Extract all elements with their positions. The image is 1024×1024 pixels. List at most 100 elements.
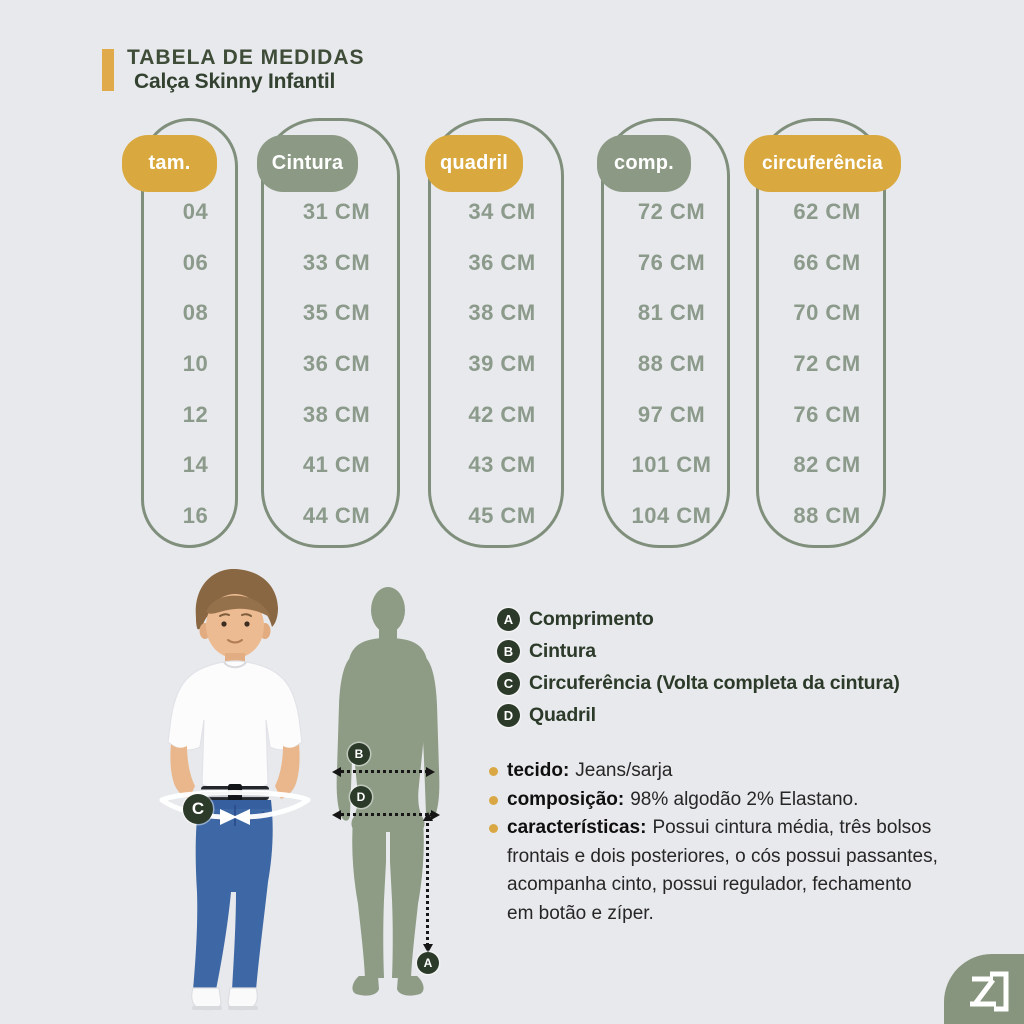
detail-text-wrap: características: Possui cintura média, tr… (507, 814, 941, 928)
column-header-quadril: quadril (425, 135, 523, 192)
marker-badge-a: A (417, 952, 439, 974)
size-value: 04 (182, 199, 209, 224)
size-value: 06 (182, 249, 209, 275)
detail-text: Jeans/sarja (575, 760, 673, 781)
size-value: 08 (182, 300, 209, 326)
column-values: 31 CM 33 CM 35 CM 36 CM 38 CM 41 CM 44 C… (264, 199, 397, 529)
legend-key-badge: A (497, 607, 520, 631)
legend-label: Comprimento (529, 607, 654, 630)
size-value: 72 CM (793, 350, 861, 376)
legend-key-badge: B (497, 639, 520, 663)
column-values: 34 CM 36 CM 38 CM 39 CM 42 CM 43 CM 45 C… (431, 199, 561, 529)
size-value: 38 CM (302, 401, 371, 427)
size-value: 41 CM (302, 452, 371, 478)
measure-line-waist (336, 770, 428, 773)
bullet-icon (489, 767, 498, 776)
page-title: TABELA DE MEDIDAS (127, 46, 365, 69)
size-value: 16 (182, 502, 209, 528)
brand-logo (944, 954, 1024, 1024)
size-value: 97 CM (637, 401, 706, 427)
legend-item-cintura: B Cintura (497, 639, 900, 663)
column-header-comprimento: comp. (597, 135, 691, 192)
size-value: 38 CM (468, 300, 536, 326)
size-column-circunferencia: circuferência 62 CM 66 CM 70 CM 72 CM 76… (744, 118, 901, 548)
size-value: 36 CM (468, 249, 536, 275)
legend: A Comprimento B Cintura C Circuferência … (497, 607, 900, 735)
size-value: 44 CM (302, 502, 371, 528)
legend-label: Circuferência (Volta completa da cintura… (529, 671, 900, 694)
bullet-icon (489, 824, 498, 833)
column-header-tam: tam. (122, 135, 217, 192)
detail-text-wrap: tecido: Jeans/sarja (507, 757, 672, 786)
size-value: 35 CM (302, 300, 371, 326)
column-values: 62 CM 66 CM 70 CM 72 CM 76 CM 82 CM 88 C… (759, 199, 883, 529)
detail-label: composição: (507, 788, 625, 810)
legend-item-comprimento: A Comprimento (497, 607, 900, 631)
arrowhead-icon (332, 766, 341, 777)
column-header-circunferencia: circuferência (744, 135, 901, 192)
measure-line-hip (336, 813, 433, 816)
size-value: 76 CM (793, 401, 861, 427)
body-silhouette-diagram: B D A (322, 580, 454, 1004)
detail-text: Possui cintura média, três bolsos fronta… (507, 817, 938, 924)
legend-label: Cintura (529, 639, 596, 662)
boy-photo: C (136, 558, 334, 1024)
size-value: 101 CM (631, 452, 712, 478)
size-value: 10 (182, 350, 209, 376)
size-value: 72 CM (637, 199, 706, 224)
size-value: 76 CM (637, 249, 706, 275)
size-value: 42 CM (468, 401, 536, 427)
body-silhouette (336, 587, 440, 996)
measure-line-length (426, 818, 429, 946)
size-value: 45 CM (468, 502, 536, 528)
size-value: 88 CM (793, 502, 861, 528)
size-value: 39 CM (468, 350, 536, 376)
size-value: 31 CM (302, 199, 371, 224)
page-subtitle: Calça Skinny Infantil (134, 70, 336, 93)
size-value: 104 CM (631, 502, 712, 528)
detail-item-tecido: tecido: Jeans/sarja (489, 757, 941, 786)
size-value: 66 CM (793, 249, 861, 275)
size-value: 43 CM (468, 452, 536, 478)
legend-key-badge: C (497, 671, 520, 695)
size-value: 33 CM (302, 249, 371, 275)
detail-item-caracteristicas: características: Possui cintura média, tr… (489, 814, 941, 928)
size-value: 70 CM (793, 300, 861, 326)
circumference-arrow (159, 790, 311, 825)
size-value: 81 CM (637, 300, 706, 326)
brand-logo-z-icon (970, 971, 1009, 1012)
marker-badge-c: C (183, 794, 213, 824)
size-value: 36 CM (302, 350, 371, 376)
arrowhead-icon (422, 944, 433, 953)
size-value: 12 (182, 401, 209, 427)
arrowhead-icon (426, 766, 435, 777)
boy-illustration (159, 568, 311, 1011)
detail-text: 98% algodão 2% Elastano. (630, 788, 859, 810)
title-accent-bar (102, 49, 114, 91)
legend-key-badge: D (497, 703, 520, 727)
arrowhead-icon (422, 812, 433, 821)
legend-item-circunferencia: C Circuferência (Volta completa da cintu… (497, 671, 900, 695)
arrowhead-icon (332, 809, 341, 820)
size-value: 82 CM (793, 452, 861, 478)
column-values: 72 CM 76 CM 81 CM 88 CM 97 CM 101 CM 104… (604, 199, 727, 529)
legend-label: Quadril (529, 703, 596, 726)
size-value: 62 CM (793, 199, 861, 224)
size-column-tam: tam. 04 06 08 10 12 14 16 (122, 118, 238, 548)
column-header-cintura: Cintura (257, 135, 358, 192)
detail-item-composicao: composição: 98% algodão 2% Elastano. (489, 786, 941, 815)
marker-badge-b: B (348, 743, 370, 765)
size-value: 14 (182, 452, 209, 478)
size-column-quadril: quadril 34 CM 36 CM 38 CM 39 CM 42 CM 43… (425, 118, 564, 548)
size-column-cintura: Cintura 31 CM 33 CM 35 CM 36 CM 38 CM 41… (257, 118, 400, 548)
arrowhead-icon (431, 809, 440, 820)
column-values: 04 06 08 10 12 14 16 (144, 199, 235, 529)
detail-text-wrap: composição: 98% algodão 2% Elastano. (507, 786, 858, 815)
marker-badge-d: D (350, 786, 372, 808)
legend-item-quadril: D Quadril (497, 703, 900, 727)
detail-label: características: (507, 817, 647, 838)
size-value: 34 CM (468, 199, 536, 224)
details-list: tecido: Jeans/sarja composição: 98% algodã… (489, 757, 941, 928)
size-column-comprimento: comp. 72 CM 76 CM 81 CM 88 CM 97 CM 101 … (597, 118, 730, 548)
